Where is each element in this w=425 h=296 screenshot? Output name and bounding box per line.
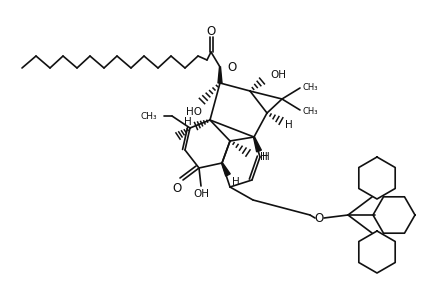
Text: H: H [262,152,270,162]
Text: O: O [314,212,323,224]
Polygon shape [218,67,222,83]
Text: H: H [232,177,240,187]
Text: OH: OH [270,70,286,80]
Text: HO: HO [186,107,202,117]
Text: CH₃: CH₃ [303,83,318,91]
Text: H: H [260,152,268,162]
Text: CH₃: CH₃ [303,107,318,115]
Text: O: O [227,60,236,73]
Polygon shape [254,137,261,152]
Polygon shape [221,163,230,176]
Text: O: O [173,181,181,194]
Text: OH: OH [193,189,209,199]
Text: CH₃: CH₃ [140,112,157,120]
Text: O: O [207,25,215,38]
Text: H: H [184,117,192,127]
Text: H: H [285,120,293,130]
